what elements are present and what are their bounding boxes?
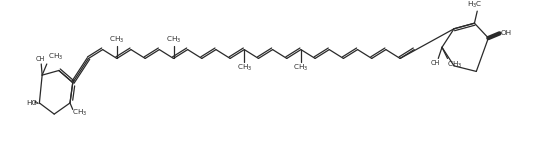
Text: CH$_3$: CH$_3$ (72, 108, 87, 118)
Text: OH: OH (500, 30, 512, 36)
Text: CH: CH (36, 56, 45, 62)
Text: CH$_3$: CH$_3$ (236, 63, 252, 73)
Text: CH$_3$: CH$_3$ (293, 63, 309, 73)
Text: CH$_3$: CH$_3$ (48, 52, 63, 62)
Text: CH$_3$: CH$_3$ (447, 60, 462, 70)
Text: CH$_3$: CH$_3$ (166, 35, 181, 45)
Text: CH: CH (431, 60, 440, 66)
Text: H$_3$C: H$_3$C (467, 0, 482, 10)
Text: HO: HO (26, 100, 37, 106)
Text: CH$_3$: CH$_3$ (109, 35, 124, 45)
